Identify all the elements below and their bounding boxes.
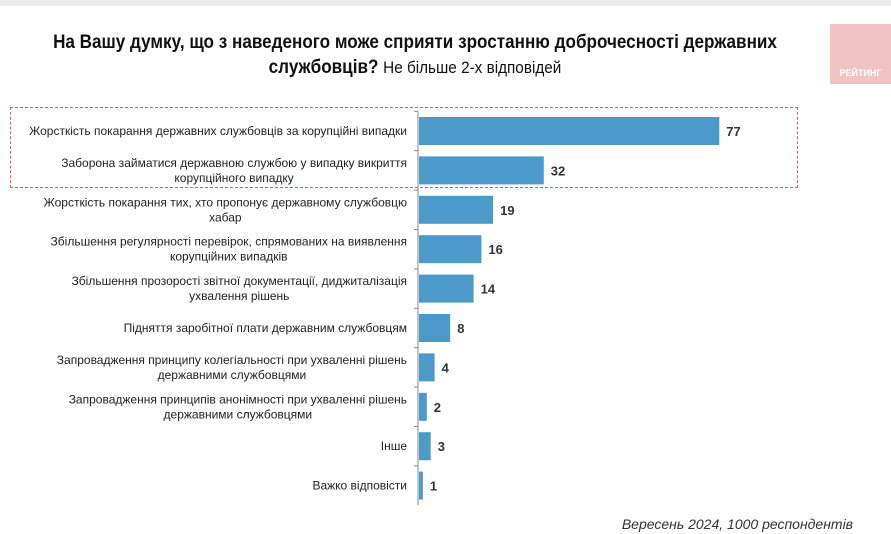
footer-note: Вересень 2024, 1000 респондентів: [621, 516, 853, 532]
bar: [419, 195, 494, 224]
bar: [419, 353, 435, 382]
data-label: 77: [726, 124, 740, 139]
chart-title: На Вашу думку, що з наведеного може спри…: [53, 32, 777, 78]
category-label: Жорсткість покарання державних службовці…: [29, 124, 407, 138]
data-label: 32: [551, 163, 565, 178]
data-label: 3: [438, 439, 445, 454]
category-label: Збільшення прозорості звітної документац…: [72, 274, 407, 288]
category-label: корупційного випадку: [174, 171, 293, 185]
data-label: 16: [488, 242, 502, 257]
category-label: ухвалення рішень: [189, 289, 289, 303]
bar: [419, 432, 431, 461]
highlight-box: [10, 107, 798, 188]
bar: [419, 117, 720, 145]
category-label: Запровадження принципів анонімності при …: [69, 392, 407, 406]
category-label: Інше: [381, 439, 408, 453]
bar: [419, 471, 423, 500]
top-bar: [0, 0, 891, 6]
data-label: 1: [430, 479, 437, 494]
data-label: 4: [442, 360, 450, 375]
category-label: Підняття заробітної плати державним служ…: [124, 321, 407, 335]
category-label: хабар: [209, 210, 242, 224]
category-label: державними службовцями: [158, 368, 307, 382]
category-label: Збільшення регулярності перевірок, спрям…: [51, 235, 407, 249]
bar: [419, 314, 451, 342]
category-label: Жорсткість покарання тих, хто пропонує д…: [44, 195, 407, 209]
data-label: 2: [434, 400, 441, 415]
category-label: корупційних випадків: [170, 250, 288, 264]
data-label: 8: [457, 321, 464, 336]
category-label: Заборона займатися державною службою у в…: [61, 156, 407, 170]
bar: [419, 274, 474, 303]
data-label: 14: [481, 282, 496, 297]
rating-logo: РЕЙТИНГ: [830, 24, 891, 84]
bar: [419, 156, 544, 185]
bar: [419, 392, 427, 421]
bar: [419, 235, 482, 264]
data-label: 19: [500, 203, 514, 218]
category-label: Запровадження принципу колегіальності пр…: [57, 353, 407, 367]
category-label: державними службовцями: [164, 407, 313, 421]
category-label: Важко відповісти: [312, 479, 407, 493]
